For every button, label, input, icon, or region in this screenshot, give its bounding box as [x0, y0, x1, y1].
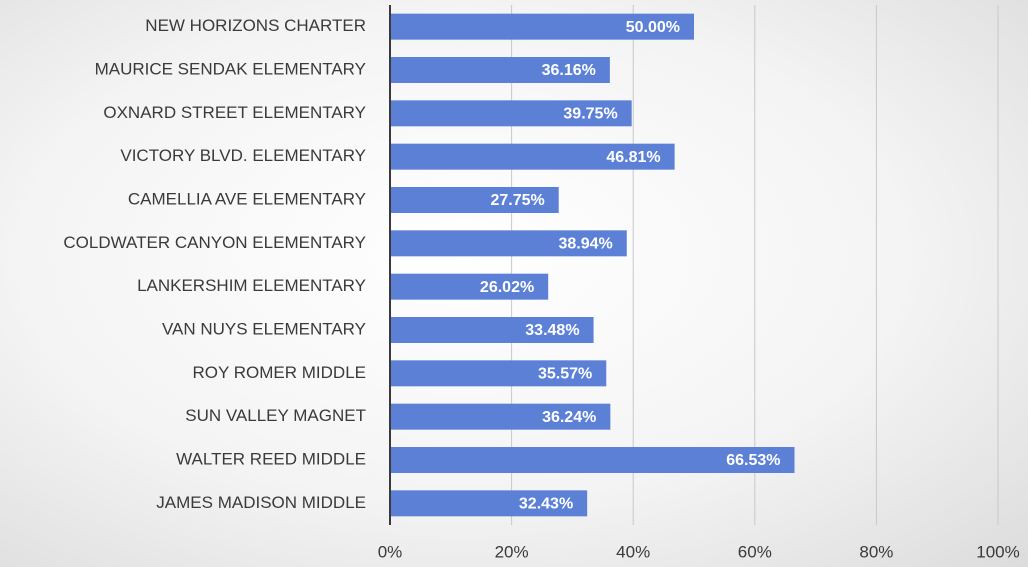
- y-tick-label: ROY ROMER MIDDLE: [193, 363, 367, 382]
- bar: [390, 230, 627, 257]
- y-tick-label: MAURICE SENDAK ELEMENTARY: [95, 59, 366, 78]
- x-tick-label: 80%: [859, 542, 893, 561]
- y-tick-label: OXNARD STREET ELEMENTARY: [103, 103, 366, 122]
- y-tick-label: COLDWATER CANYON ELEMENTARY: [63, 233, 366, 252]
- x-tick-label: 40%: [616, 542, 650, 561]
- bar: [390, 447, 795, 473]
- bar: [390, 360, 607, 387]
- data-label: 38.94%: [558, 236, 612, 253]
- bar: [390, 490, 588, 517]
- y-tick-label: LANKERSHIM ELEMENTARY: [137, 276, 366, 295]
- data-label: 33.48%: [525, 322, 579, 339]
- data-label: 66.53%: [726, 452, 780, 469]
- y-tick-label: CAMELLIA AVE ELEMENTARY: [128, 189, 366, 208]
- data-label: 46.81%: [606, 149, 660, 166]
- data-label: 35.57%: [538, 366, 592, 383]
- x-tick-label: 0%: [378, 542, 403, 561]
- data-label: 39.75%: [563, 106, 617, 123]
- x-tick-label: 100%: [976, 542, 1019, 561]
- bar: [390, 143, 675, 170]
- data-label: 36.16%: [542, 62, 596, 79]
- y-tick-label: SUN VALLEY MAGNET: [185, 406, 366, 425]
- y-tick-label: JAMES MADISON MIDDLE: [156, 493, 366, 512]
- y-tick-label: NEW HORIZONS CHARTER: [145, 16, 366, 35]
- data-label: 26.02%: [480, 279, 534, 296]
- bar: [390, 317, 594, 343]
- y-tick-label: VAN NUYS ELEMENTARY: [162, 319, 366, 338]
- bar: [390, 403, 611, 430]
- bar: [390, 13, 694, 40]
- x-tick-label: 20%: [495, 542, 529, 561]
- data-label: 50.00%: [626, 19, 680, 36]
- bar: [390, 273, 549, 300]
- bar: [390, 57, 610, 83]
- bar: [390, 187, 559, 213]
- y-tick-label: WALTER REED MIDDLE: [176, 449, 366, 468]
- bar: [390, 100, 632, 127]
- data-label: 27.75%: [490, 192, 544, 209]
- data-label: 36.24%: [542, 409, 596, 426]
- data-label: 32.43%: [519, 496, 573, 513]
- x-tick-label: 60%: [738, 542, 772, 561]
- y-tick-label: VICTORY BLVD. ELEMENTARY: [120, 146, 366, 165]
